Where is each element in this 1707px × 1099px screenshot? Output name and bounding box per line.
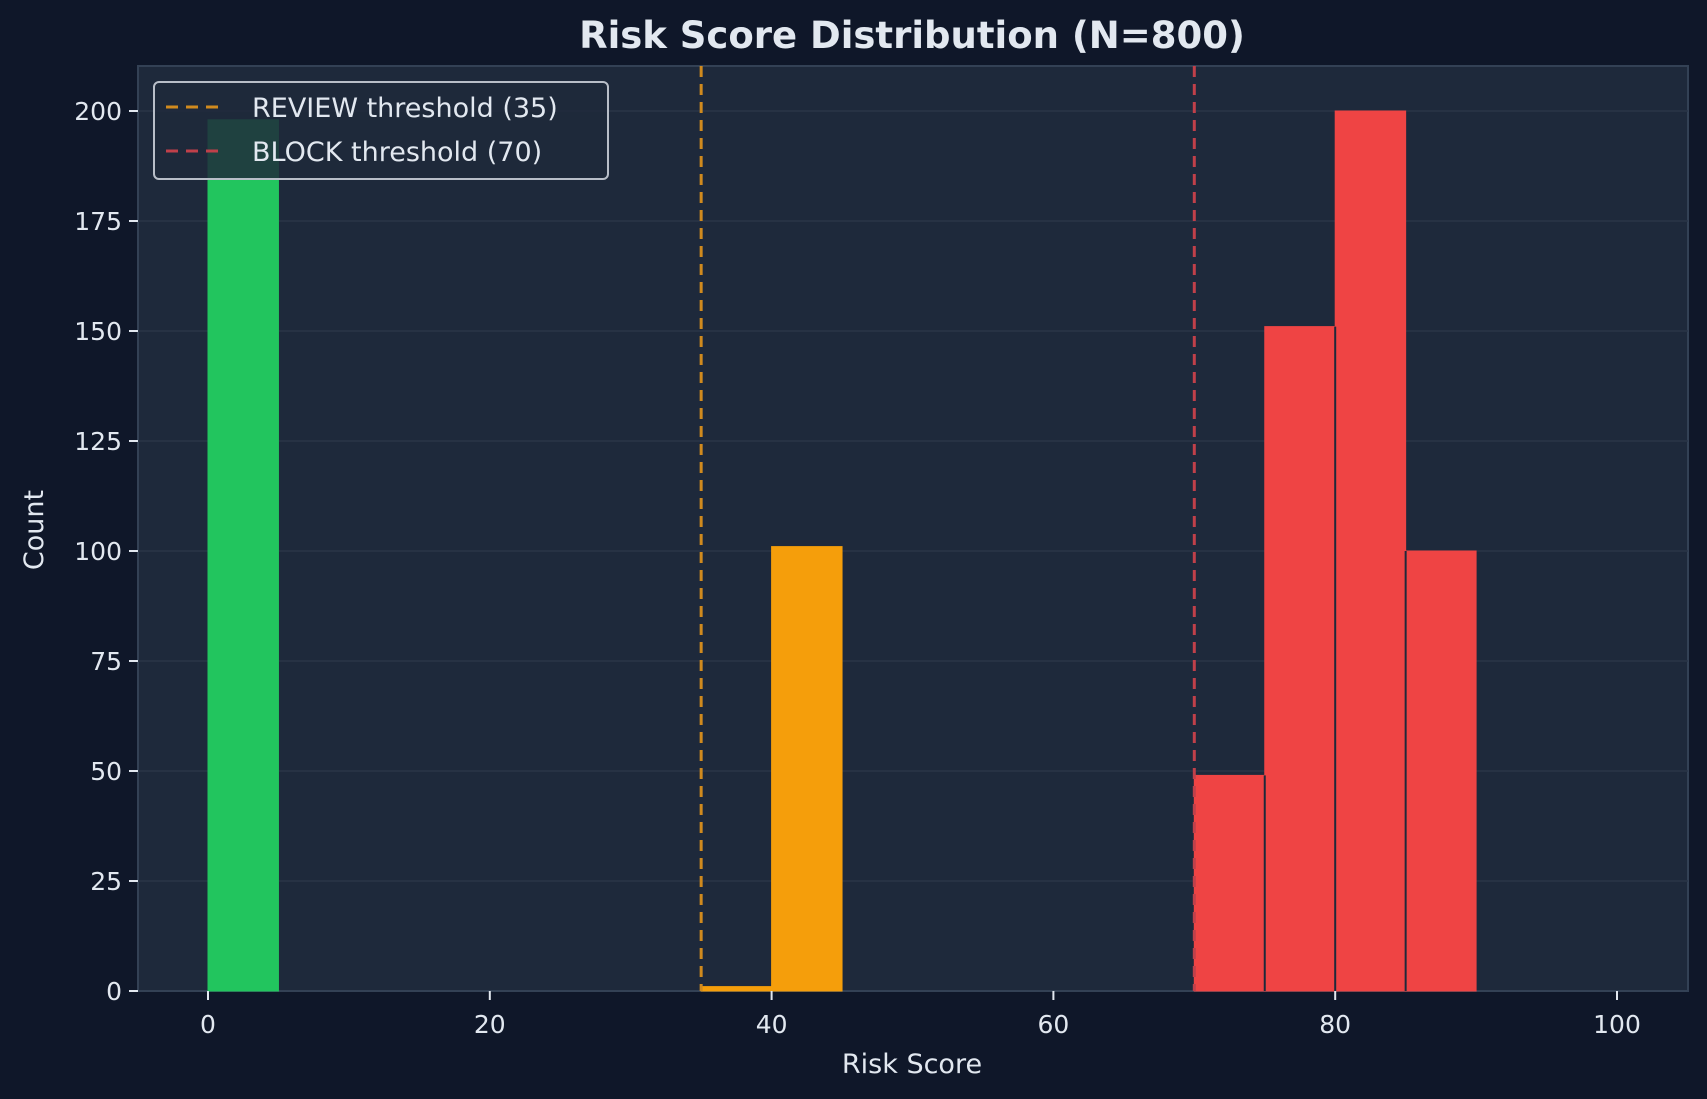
x-tick-label: 20 (474, 1010, 506, 1039)
y-tick-label: 0 (106, 977, 122, 1006)
y-tick-label: 75 (90, 647, 122, 676)
x-tick-label: 0 (200, 1010, 216, 1039)
x-axis-label: Risk Score (842, 1049, 982, 1080)
histogram-bar-4 (1264, 326, 1336, 992)
y-axis: 0 25 50 75 100 125 150 175 200 (74, 97, 138, 1006)
y-axis-label: Count (19, 490, 50, 570)
histogram-bar-1 (700, 986, 773, 992)
histogram-bar-5 (1334, 110, 1407, 992)
y-tick-label: 175 (74, 207, 122, 236)
y-tick-label: 125 (74, 427, 122, 456)
legend: REVIEW threshold (35) BLOCK threshold (70… (153, 81, 609, 180)
y-tick-label: 50 (90, 757, 122, 786)
legend-label-1: BLOCK threshold (70) (252, 137, 542, 168)
histogram-bar-3 (1193, 774, 1266, 992)
y-tick-label: 150 (74, 317, 122, 346)
y-tick-label: 100 (74, 537, 122, 566)
histogram-bar-0 (207, 119, 279, 992)
legend-box (153, 81, 609, 180)
histogram-bar-2 (771, 546, 843, 992)
threshold-lines (699, 66, 1196, 991)
legend-label-0: REVIEW threshold (35) (252, 93, 558, 124)
x-tick-label: 60 (1037, 1010, 1069, 1039)
y-tick-label: 25 (90, 867, 122, 896)
x-tick-label: 80 (1319, 1010, 1351, 1039)
x-tick-label: 40 (756, 1010, 788, 1039)
x-axis: 0 20 40 60 80 100 (200, 991, 1641, 1039)
histogram-bars (207, 110, 1477, 992)
chart-title: Risk Score Distribution (N=800) (579, 14, 1245, 57)
x-tick-label: 100 (1593, 1010, 1641, 1039)
histogram-bar-6 (1405, 550, 1477, 992)
y-tick-label: 200 (74, 97, 122, 126)
